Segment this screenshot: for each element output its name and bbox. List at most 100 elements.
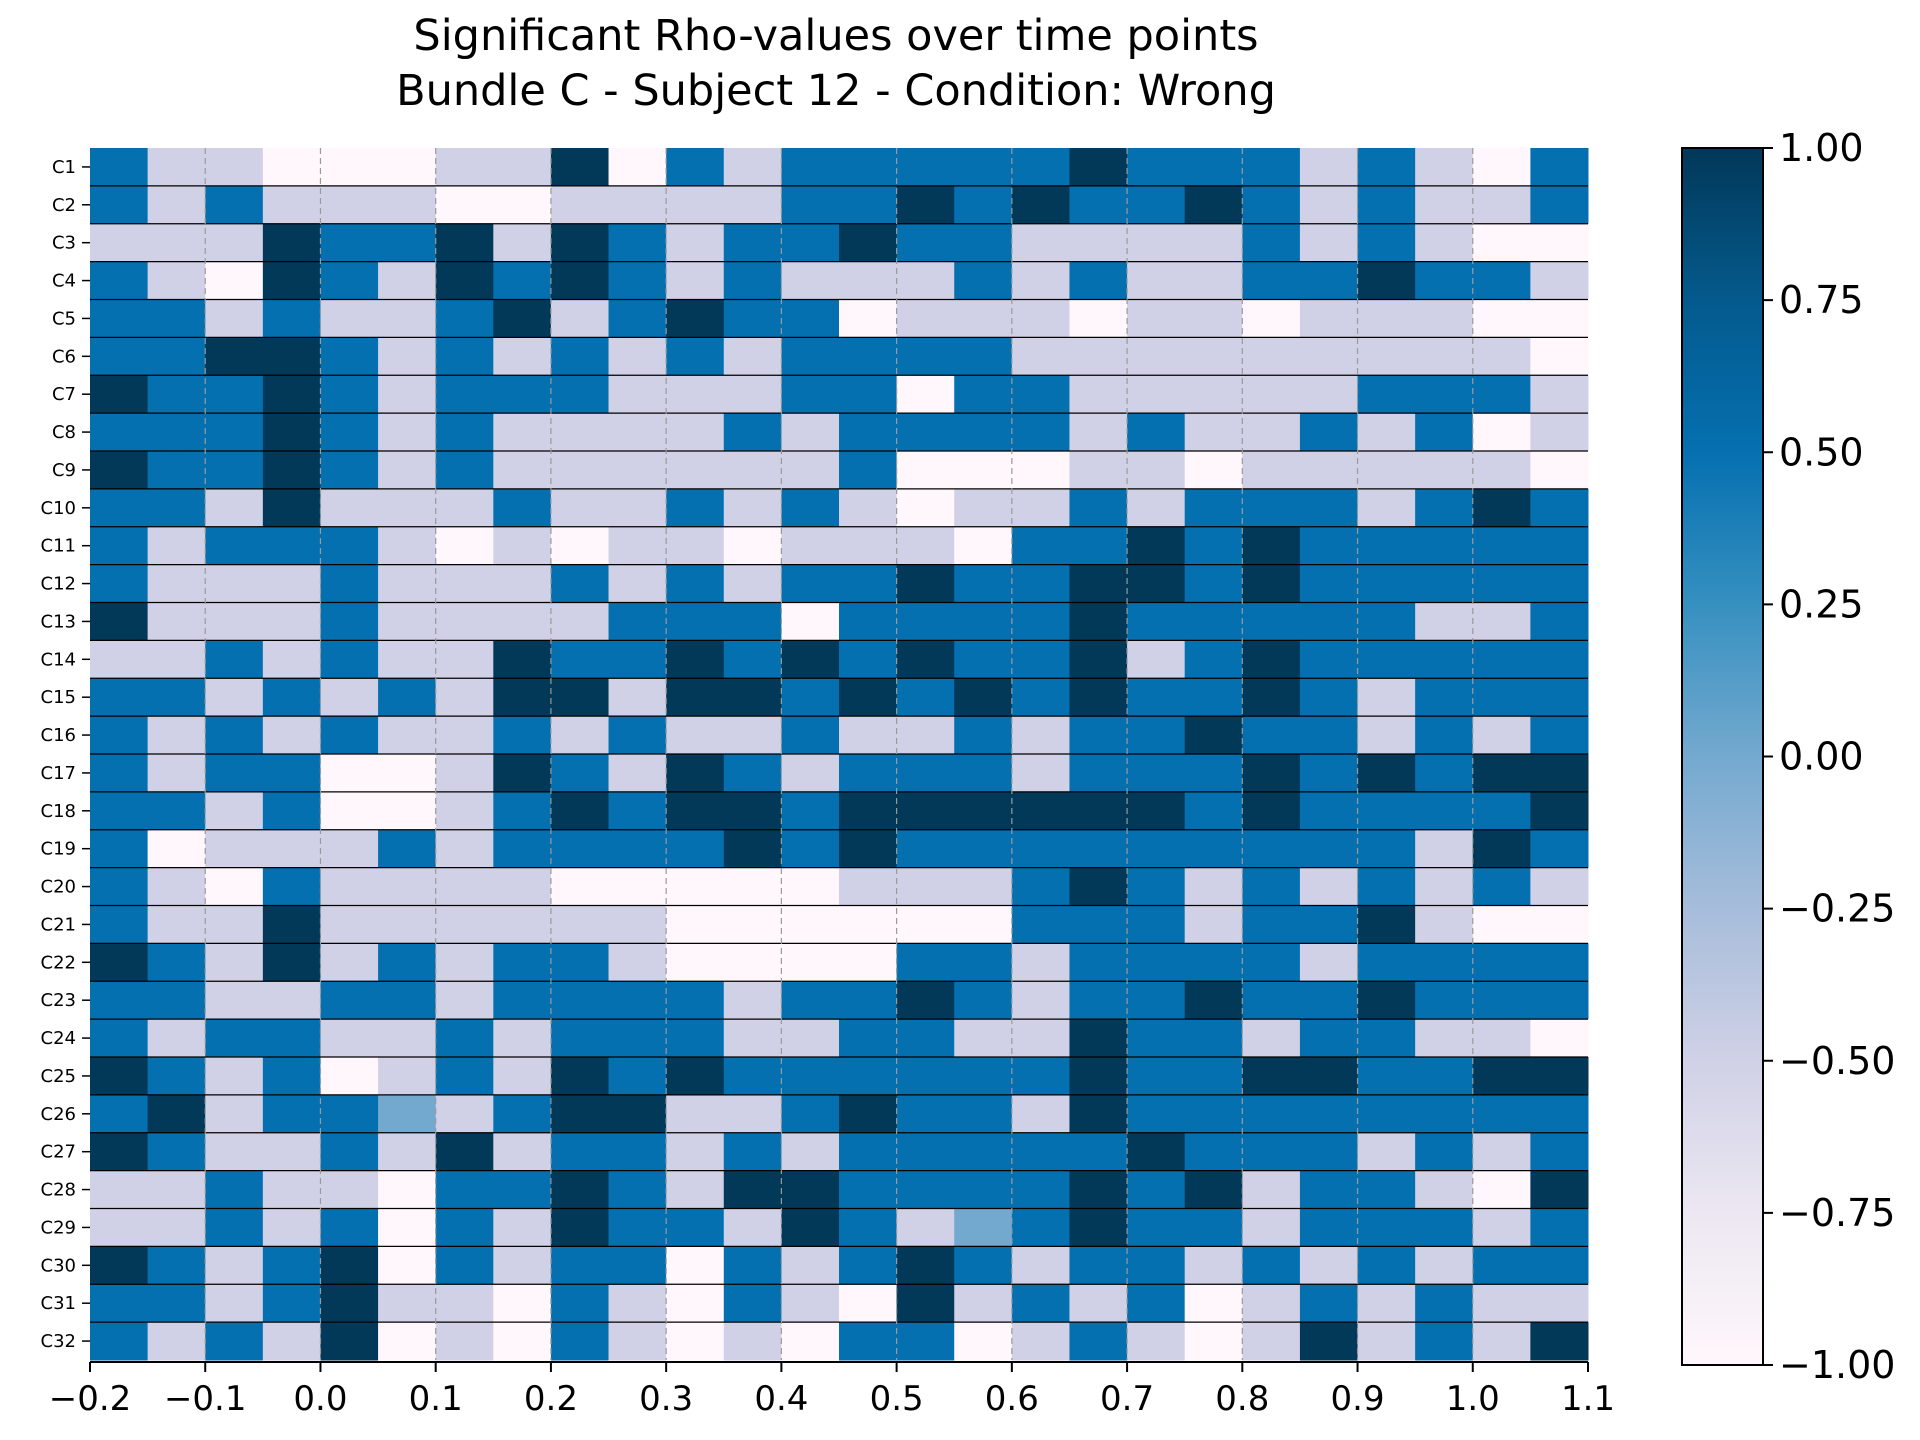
heatmap-cell: [781, 375, 840, 414]
heatmap-cell: [839, 678, 898, 717]
heatmap-cell: [1127, 829, 1186, 869]
heatmap-cell: [1357, 981, 1416, 1020]
heatmap-cell: [666, 981, 725, 1020]
heatmap-cell: [1069, 754, 1128, 793]
heatmap-cell: [781, 791, 840, 831]
heatmap-cell: [781, 602, 840, 641]
heatmap-cell: [1069, 791, 1128, 831]
heatmap-cell: [608, 451, 667, 490]
heatmap-cell: [1530, 1019, 1589, 1058]
heatmap-cell: [1530, 1170, 1589, 1210]
heatmap-cell: [90, 829, 149, 869]
heatmap-cell: [493, 1057, 552, 1096]
heatmap-cell: [723, 678, 782, 717]
heatmap-cell: [896, 526, 955, 566]
heatmap-cell: [1415, 602, 1474, 641]
heatmap-cell: [1069, 1094, 1128, 1134]
heatmap-cell: [781, 754, 840, 793]
heatmap-cell: [435, 678, 494, 717]
heatmap-cell: [90, 1132, 149, 1172]
heatmap-cell: [1415, 1094, 1474, 1134]
heatmap-cell: [723, 413, 782, 452]
heatmap-cell: [1530, 413, 1589, 452]
heatmap-cell: [1069, 678, 1128, 717]
heatmap-cell: [666, 867, 725, 907]
heatmap-cell: [781, 1057, 840, 1096]
heatmap-cell: [1299, 678, 1359, 717]
heatmap-cell: [1472, 716, 1531, 755]
heatmap-cell: [1184, 299, 1243, 338]
heatmap-cell: [550, 791, 610, 831]
heatmap-cell: [320, 1019, 379, 1058]
heatmap-cell: [1530, 185, 1589, 225]
heatmap-cell: [262, 716, 321, 755]
heatmap-cell: [1069, 1208, 1128, 1247]
heatmap-cell: [608, 564, 667, 604]
heatmap-cell: [839, 1132, 898, 1172]
heatmap-cell: [550, 1057, 610, 1096]
heatmap-cell: [320, 981, 379, 1020]
heatmap-cell: [378, 1284, 437, 1323]
heatmap-cell: [1299, 526, 1359, 566]
heatmap-cell: [1011, 1170, 1070, 1210]
heatmap-cell: [896, 1170, 955, 1210]
heatmap-cell: [666, 526, 725, 566]
heatmap-cell: [1127, 1057, 1186, 1096]
heatmap-cell: [1069, 640, 1128, 679]
heatmap-cell: [1415, 451, 1474, 490]
heatmap-cell: [147, 1019, 206, 1058]
heatmap-cell: [1127, 867, 1186, 907]
heatmap-cell: [435, 488, 494, 528]
heatmap-cell: [262, 413, 321, 452]
heatmap-cell: [205, 602, 264, 641]
heatmap-cell: [378, 413, 437, 452]
heatmap-cell: [147, 185, 206, 225]
heatmap-cell: [1069, 1284, 1128, 1323]
heatmap-cell: [781, 261, 840, 301]
heatmap-cell: [896, 867, 955, 907]
heatmap-cell: [1069, 867, 1128, 907]
heatmap-cell: [1415, 526, 1474, 566]
heatmap-cell: [954, 640, 1013, 679]
heatmap-cell: [723, 223, 782, 263]
heatmap-cell: [320, 375, 379, 414]
heatmap-cell: [896, 564, 955, 604]
heatmap-cell: [1127, 602, 1186, 641]
heatmap-cell: [1242, 716, 1301, 755]
heatmap-cell: [1127, 1322, 1186, 1361]
heatmap-cell: [1415, 1322, 1474, 1361]
heatmap-cell: [435, 981, 494, 1020]
heatmap-cell: [1011, 1246, 1070, 1285]
heatmap-cell: [1069, 602, 1128, 641]
heatmap-cell: [147, 678, 206, 717]
heatmap-cell: [1242, 1094, 1301, 1134]
heatmap-cell: [320, 754, 379, 793]
heatmap-cell: [550, 185, 667, 225]
heatmap-cell: [1011, 1132, 1070, 1172]
heatmap-cell: [781, 413, 840, 452]
heatmap-cell: [147, 1246, 206, 1285]
heatmap-cell: [1184, 375, 1243, 414]
heatmap-cell: [666, 943, 725, 982]
heatmap-cell: [90, 1019, 149, 1058]
heatmap-cell: [896, 185, 955, 225]
heatmap-cell: [781, 640, 840, 679]
heatmap-cell: [493, 1322, 552, 1361]
heatmap-cell: [435, 375, 494, 414]
heatmap-cell: [1299, 1284, 1359, 1323]
heatmap-cell: [320, 185, 437, 225]
heatmap-cell: [1127, 451, 1186, 490]
heatmap-cell: [493, 451, 552, 490]
heatmap-cell: [723, 981, 782, 1020]
heatmap-cell: [1299, 413, 1359, 452]
heatmap-cell: [205, 148, 264, 187]
heatmap-cell: [205, 337, 264, 376]
heatmap-cell: [1242, 867, 1301, 907]
heatmap-cell: [205, 1132, 264, 1172]
heatmap-cell: [320, 564, 379, 604]
heatmap-cell: [781, 1246, 840, 1285]
heatmap-cell: [1127, 1284, 1186, 1323]
heatmap-cell: [147, 1094, 206, 1134]
